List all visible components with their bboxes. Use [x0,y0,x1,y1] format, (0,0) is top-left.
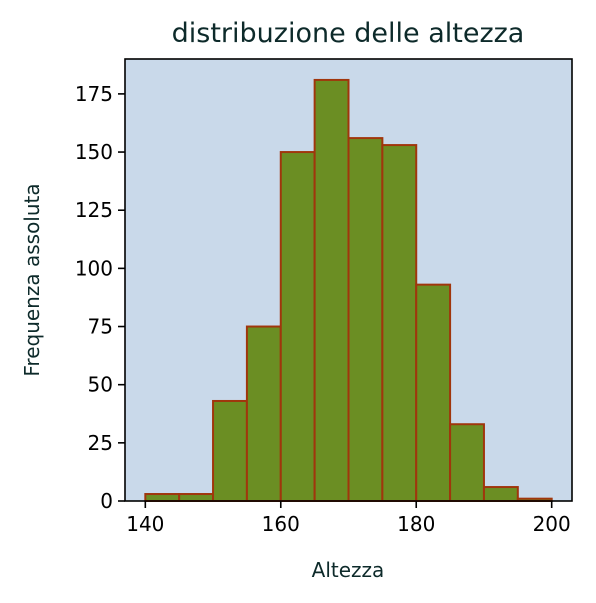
histogram-bar-160-165 [279,151,316,502]
histogram-bar-150-155 [212,399,248,502]
chart-title: distribuzione delle altezza [172,18,525,49]
y-tick-label-25: 25 [88,431,113,455]
bars-group [144,78,553,503]
histogram-bar-190-195 [482,486,519,503]
histogram-bar-155-160 [245,325,282,502]
y-tick-label-0: 0 [100,489,113,513]
y-tick-label-175: 175 [75,82,113,106]
histogram-bar-185-190 [449,423,485,502]
histogram-bar-165-170 [313,78,350,503]
x-tick-label-160: 160 [262,512,300,536]
histogram-bar-170-175 [347,137,384,503]
y-axis-label: Frequenza assoluta [20,183,44,376]
y-tick-label-150: 150 [75,140,113,164]
x-tick-label-180: 180 [397,512,435,536]
y-tick-label-75: 75 [88,315,113,339]
histogram-bar-140-145 [144,493,181,503]
plot-frame [124,58,573,502]
x-axis-label: Altezza [312,558,385,582]
histogram-bar-145-150 [178,493,215,503]
x-tick-label-200: 200 [533,512,571,536]
x-axis-ticks: 140 160 180 200 [126,501,571,536]
y-axis-ticks: 0 25 50 75 100 125 150 175 [75,82,125,513]
x-tick-label-140: 140 [126,512,164,536]
y-tick-label-125: 125 [75,198,113,222]
y-tick-label-50: 50 [88,373,113,397]
histogram-bar-175-180 [381,144,418,503]
y-tick-label-100: 100 [75,256,113,280]
histogram-bar-180-185 [415,283,452,502]
